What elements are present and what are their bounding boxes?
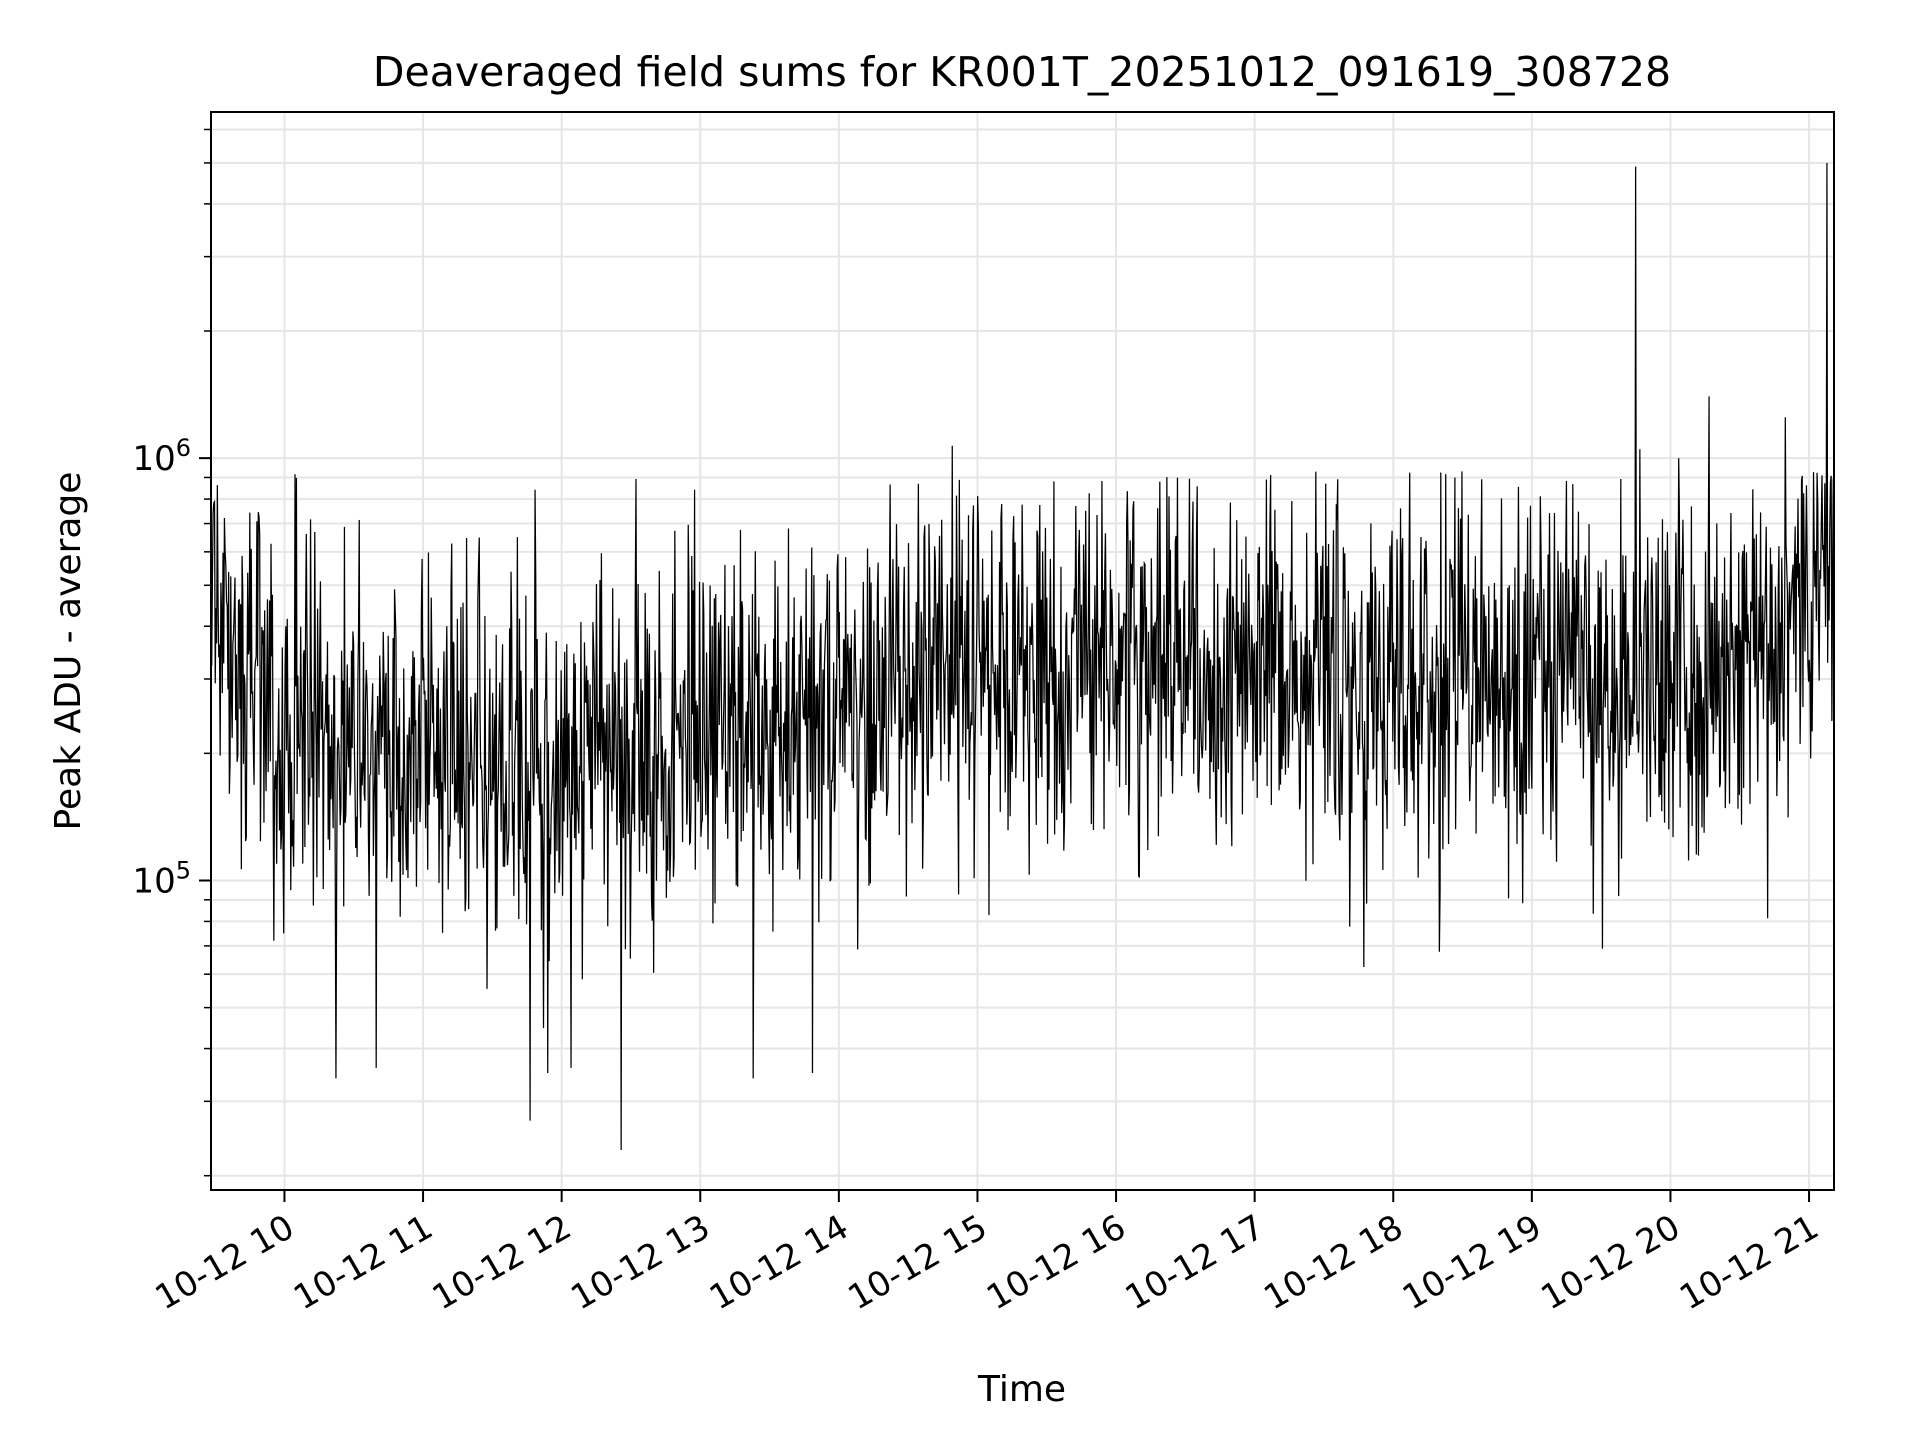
grid-lines <box>211 112 1834 1190</box>
data-series <box>210 162 1835 1151</box>
series-line <box>210 162 1835 1151</box>
y-axis-label: Peak ADU - average <box>48 472 89 831</box>
chart-title: Deaveraged field sums for KR001T_2025101… <box>373 48 1671 96</box>
plot-area-frame <box>210 111 1835 1191</box>
y-tick-label: 106 <box>132 434 191 479</box>
y-axis: 105 106 <box>132 128 211 1177</box>
y-tick-label: 105 <box>132 856 191 901</box>
x-axis-label: Time <box>977 1369 1066 1410</box>
